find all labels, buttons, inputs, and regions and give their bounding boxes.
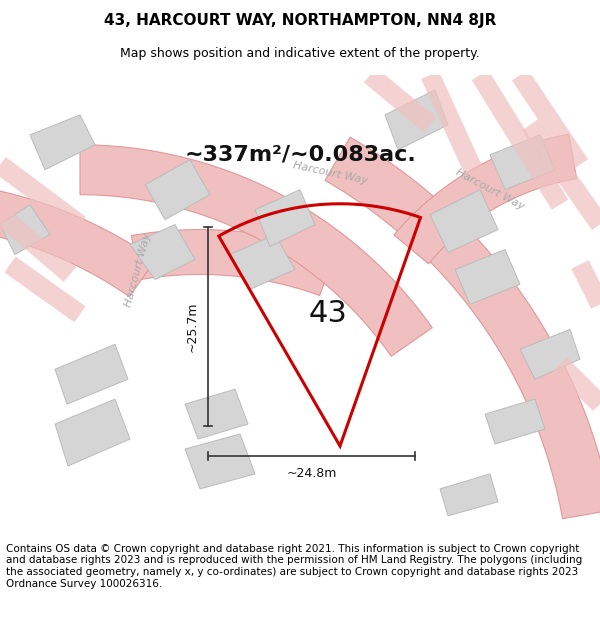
- Polygon shape: [130, 224, 195, 279]
- Text: ~337m²/~0.083ac.: ~337m²/~0.083ac.: [185, 145, 417, 165]
- Polygon shape: [325, 137, 600, 519]
- Polygon shape: [55, 399, 130, 466]
- Polygon shape: [185, 434, 255, 489]
- Polygon shape: [440, 474, 498, 516]
- Polygon shape: [0, 204, 50, 254]
- Polygon shape: [490, 135, 555, 190]
- Polygon shape: [455, 249, 520, 304]
- Polygon shape: [520, 329, 580, 379]
- Text: Contains OS data © Crown copyright and database right 2021. This information is : Contains OS data © Crown copyright and d…: [6, 544, 582, 589]
- Text: Harcourt Way: Harcourt Way: [292, 160, 368, 186]
- Text: 43: 43: [308, 299, 347, 328]
- Polygon shape: [0, 180, 155, 297]
- Polygon shape: [30, 115, 95, 170]
- Polygon shape: [185, 389, 248, 439]
- Polygon shape: [131, 229, 335, 296]
- Polygon shape: [394, 134, 577, 264]
- Text: Map shows position and indicative extent of the property.: Map shows position and indicative extent…: [120, 48, 480, 61]
- Polygon shape: [55, 344, 128, 404]
- Text: ~24.8m: ~24.8m: [286, 468, 337, 481]
- Text: ~25.7m: ~25.7m: [185, 301, 199, 352]
- Polygon shape: [385, 90, 448, 150]
- Text: Harcourt Way: Harcourt Way: [124, 231, 152, 308]
- Polygon shape: [485, 399, 545, 444]
- Polygon shape: [430, 190, 498, 253]
- Polygon shape: [230, 234, 295, 289]
- Polygon shape: [80, 145, 432, 356]
- Polygon shape: [255, 190, 315, 246]
- Polygon shape: [145, 160, 210, 219]
- Text: 43, HARCOURT WAY, NORTHAMPTON, NN4 8JR: 43, HARCOURT WAY, NORTHAMPTON, NN4 8JR: [104, 14, 496, 29]
- Text: Harcourt Way: Harcourt Way: [454, 168, 526, 212]
